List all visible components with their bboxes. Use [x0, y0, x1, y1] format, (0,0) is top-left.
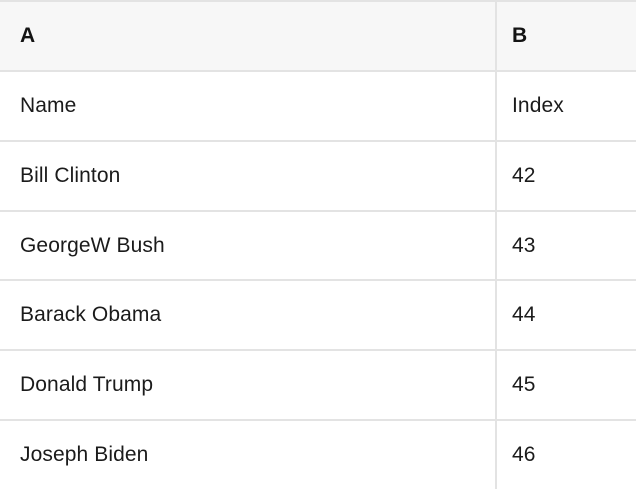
table-cell-a[interactable]: Name: [0, 71, 497, 140]
table-cell-a[interactable]: Bill Clinton: [0, 141, 497, 210]
table-cell-a[interactable]: Barack Obama: [0, 281, 497, 350]
table-row: Donald Trump 45: [0, 351, 636, 422]
table-cell-a[interactable]: GeorgeW Bush: [0, 211, 497, 280]
table-cell-b[interactable]: 42: [512, 163, 536, 187]
table-row: GeorgeW Bush 43: [0, 211, 636, 282]
table-row: Barack Obama 44: [0, 281, 636, 352]
table-cell-b[interactable]: 44: [512, 303, 536, 327]
table-cell-b[interactable]: 45: [512, 373, 536, 397]
table-cell-a[interactable]: Joseph Biden: [0, 421, 497, 489]
column-header-a[interactable]: A: [0, 2, 497, 70]
column-header-row: A B: [0, 2, 636, 72]
table-cell-b[interactable]: Index: [512, 93, 564, 117]
table-row: Joseph Biden 46: [0, 421, 636, 489]
table-row: Name Index: [0, 71, 636, 142]
column-header-b[interactable]: B: [512, 23, 528, 47]
table-cell-b[interactable]: 43: [512, 233, 536, 257]
table-cell-b[interactable]: 46: [512, 443, 536, 467]
table-cell-a[interactable]: Donald Trump: [0, 351, 497, 420]
table-row: Bill Clinton 42: [0, 141, 636, 212]
